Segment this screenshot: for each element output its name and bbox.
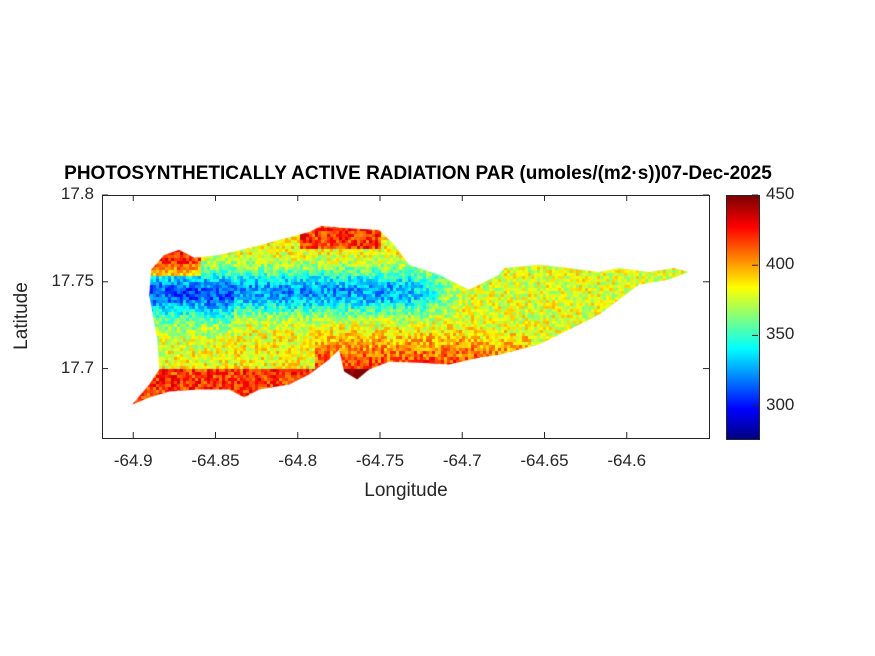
x-tick-label: -64.8: [278, 451, 318, 470]
y-tick-label: 17.7: [60, 357, 94, 377]
x-tick-label: -64.65: [520, 451, 569, 470]
y-axis-label: Latitude: [11, 282, 32, 350]
x-tick-label: -64.6: [607, 451, 647, 470]
x-tick-label: -64.7: [442, 451, 482, 470]
x-tick-label: -64.75: [355, 451, 405, 470]
colorbar-tick-label: 350: [766, 324, 795, 344]
colorbar-tick-label: 400: [766, 254, 795, 274]
plot-box: [102, 195, 710, 439]
x-tick-label: -64.85: [191, 451, 240, 470]
colorbar: [726, 195, 760, 440]
y-tick-label: 17.8: [60, 184, 94, 203]
y-tick-label: 17.75: [51, 270, 94, 290]
x-tick-label: -64.9: [113, 451, 153, 470]
par-heatmap-map: [102, 195, 709, 438]
colorbar-tick-label: 300: [766, 394, 795, 414]
x-axis-label: Longitude: [364, 480, 448, 501]
chart-title: PHOTOSYNTHETICALLY ACTIVE RADIATION PAR …: [64, 163, 772, 184]
colorbar-tick-label: 450: [766, 184, 795, 203]
